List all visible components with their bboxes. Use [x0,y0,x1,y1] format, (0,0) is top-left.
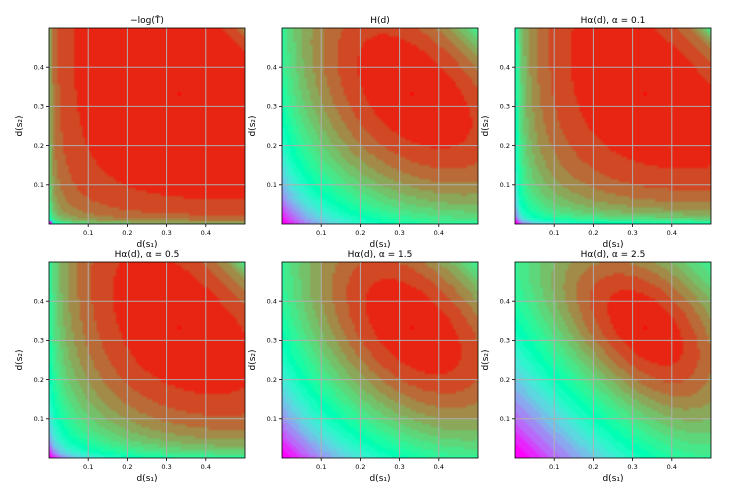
y-tick-label: 0.3 [500,337,510,345]
heatmap-contour-fill [515,262,711,458]
x-tick-label: 0.3 [627,463,637,471]
x-tick-label: 0.2 [355,229,365,237]
x-axis-label: d(s₁) [602,474,623,484]
y-axis-label: d(s₂) [248,349,258,370]
y-tick-label: 0.4 [267,64,277,72]
subplot-title: Hα(d), α = 0.5 [115,250,180,260]
x-axis-label: d(s₁) [136,474,157,484]
x-tick-label: 0.3 [161,463,171,471]
y-tick-label: 0.3 [34,337,44,345]
x-tick-label: 0.3 [627,229,637,237]
subplot-title: Hα(d), α = 0.1 [581,16,646,26]
axes-frame [48,261,246,459]
x-tick-label: 0.1 [549,463,559,471]
subplot-4: 0.1 0.2 0.3 0.4 0.1 0.2 0.3 0.4 Hα(d), α = 0.5 d(… [15,250,246,484]
x-tick-label: 0.2 [588,229,598,237]
x-tick-label: 0.1 [83,229,93,237]
x-tick-label: 0.4 [667,463,677,471]
y-axis-label: d(s₂) [481,115,491,136]
y-axis-label: d(s₂) [481,349,491,370]
subplot-title: H(d) [370,16,390,26]
subplot-2: 0.1 0.2 0.3 0.4 0.1 0.2 0.3 0.4 H(d) d(s₁) d(s₂) [248,16,479,250]
x-axis-label: d(s₁) [136,240,157,250]
y-tick-label: 0.1 [500,415,510,423]
y-tick-label: 0.2 [500,376,510,384]
axes-frame [514,27,712,225]
y-tick-label: 0.3 [267,103,277,111]
subplot-title: −log(T̂) [130,14,164,26]
x-axis-label: d(s₁) [602,240,623,250]
subplot-title: Hα(d), α = 2.5 [581,250,646,260]
x-axis-label: d(s₁) [369,240,390,250]
x-tick-label: 0.4 [434,229,444,237]
x-tick-label: 0.1 [316,463,326,471]
y-axis-label: d(s₂) [15,115,25,136]
x-tick-label: 0.4 [434,463,444,471]
y-tick-label: 0.2 [267,142,277,150]
subplot-6: 0.1 0.2 0.3 0.4 0.1 0.2 0.3 0.4 Hα(d), α = 2.5 d(… [481,250,712,484]
heatmap-contour-fill [282,262,478,458]
x-tick-label: 0.2 [355,463,365,471]
x-tick-label: 0.3 [161,229,171,237]
y-axis-label: d(s₂) [15,349,25,370]
x-axis-label: d(s₁) [369,474,390,484]
y-tick-label: 0.1 [500,181,510,189]
subplot-1: 0.1 0.2 0.3 0.4 0.1 0.2 0.3 0.4 −log(T̂) d(s₁) d(s… [15,14,246,250]
y-tick-label: 0.4 [267,298,277,306]
y-tick-label: 0.3 [500,103,510,111]
y-tick-label: 0.4 [34,298,44,306]
y-tick-label: 0.1 [267,181,277,189]
y-tick-label: 0.3 [267,337,277,345]
subplot-3: 0.1 0.2 0.3 0.4 0.1 0.2 0.3 0.4 Hα(d), α = 0.1 d(… [481,16,712,250]
heatmap-contour-fill [49,262,245,458]
x-tick-label: 0.2 [122,229,132,237]
y-tick-label: 0.2 [34,142,44,150]
heatmap-contour-fill [515,28,711,224]
x-tick-label: 0.3 [394,463,404,471]
y-tick-label: 0.2 [267,376,277,384]
axes-frame [48,27,246,225]
axes-frame [281,27,479,225]
x-tick-label: 0.4 [667,229,677,237]
y-tick-label: 0.1 [34,415,44,423]
x-tick-label: 0.1 [83,463,93,471]
y-tick-label: 0.1 [34,181,44,189]
x-tick-label: 0.1 [316,229,326,237]
heatmap-contour-fill [49,28,245,224]
y-tick-label: 0.4 [34,64,44,72]
x-tick-label: 0.2 [122,463,132,471]
y-tick-label: 0.4 [500,298,510,306]
y-tick-label: 0.1 [267,415,277,423]
x-tick-label: 0.4 [201,463,211,471]
y-tick-label: 0.2 [34,376,44,384]
x-tick-label: 0.1 [549,229,559,237]
y-tick-label: 0.3 [34,103,44,111]
x-tick-label: 0.3 [394,229,404,237]
y-tick-label: 0.4 [500,64,510,72]
axes-frame [514,261,712,459]
subplot-5: 0.1 0.2 0.3 0.4 0.1 0.2 0.3 0.4 Hα(d), α = 1.5 d(… [248,250,479,484]
subplot-title: Hα(d), α = 1.5 [348,250,413,260]
y-tick-label: 0.2 [500,142,510,150]
y-axis-label: d(s₂) [248,115,258,136]
x-tick-label: 0.2 [588,463,598,471]
heatmap-contour-fill [282,28,478,224]
axes-frame [281,261,479,459]
x-tick-label: 0.4 [201,229,211,237]
